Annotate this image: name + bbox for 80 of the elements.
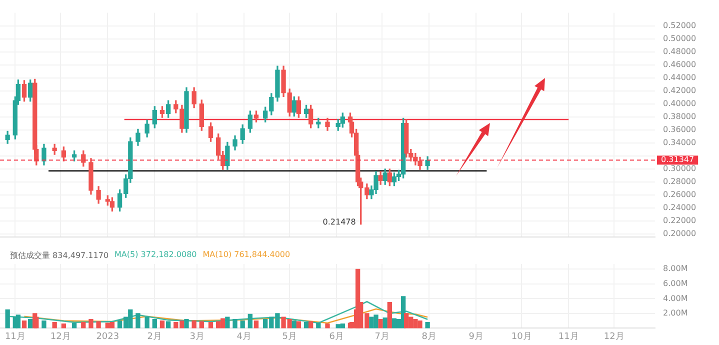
bar: [387, 302, 392, 328]
y-tick-label: 0.40000: [663, 98, 696, 108]
y-tick-label: 0.50000: [663, 34, 696, 43]
y-tick-label: 0.38000: [663, 112, 696, 121]
x-tick-label: 11月: [558, 332, 579, 342]
bar: [382, 318, 388, 328]
bar: [52, 322, 57, 328]
text: 预估成交量 834,497.1170: [10, 250, 109, 261]
bar: [152, 319, 157, 328]
bar: [110, 322, 115, 328]
x-tick-label: 5月: [282, 332, 297, 342]
bar: [160, 320, 165, 328]
bar: [248, 314, 253, 328]
y-tick-label: 0.48000: [663, 46, 696, 56]
y-tick-label: 4.00M: [663, 294, 688, 303]
bar: [404, 313, 409, 328]
bar: [392, 318, 397, 328]
bar: [340, 323, 345, 328]
bar: [325, 323, 330, 328]
y-tick-label: 0.24000: [663, 203, 696, 212]
y-tick-label: 8.00M: [663, 264, 688, 274]
x-tick-label: 2月: [147, 332, 162, 342]
bar: [136, 313, 140, 328]
bar: [28, 319, 33, 328]
bar: [199, 321, 204, 328]
x-tick-label: 3月: [190, 332, 204, 342]
bar: [61, 323, 66, 328]
bar: [166, 321, 171, 328]
bar: [232, 319, 238, 328]
y-tick-label: 6.00M: [663, 279, 688, 288]
bar: [16, 314, 21, 328]
annotation: 0.21478: [322, 217, 356, 226]
bar: [308, 321, 314, 328]
bar: [254, 320, 259, 328]
x-tick-label: 12月: [50, 332, 71, 342]
bar: [240, 320, 245, 328]
ref-line-label: 0.31347: [661, 155, 694, 164]
y-tick-label: 0.42000: [663, 86, 696, 95]
text: MA(5) 372,182.0080: [114, 250, 197, 261]
y-tick-label: 0.46000: [663, 60, 696, 69]
bar: [316, 322, 321, 328]
y-tick-label: 0.26000: [663, 190, 696, 199]
bar: [425, 322, 430, 328]
y-tick-label: 0.20000: [663, 229, 696, 238]
bar: [184, 319, 189, 328]
y-tick-label: 0.22000: [663, 216, 696, 226]
y-tick-label: 0.44000: [663, 72, 696, 82]
bar: [96, 321, 101, 328]
bar: [5, 309, 10, 328]
bar: [216, 321, 221, 328]
y-tick-label: 2.00M: [663, 308, 688, 318]
x-tick-label: 12月: [604, 332, 624, 342]
x-tick-label: 10月: [511, 332, 532, 342]
x-tick-label: 6月: [329, 332, 344, 342]
bar: [144, 316, 150, 328]
x-tick-label: 2023: [96, 332, 120, 342]
y-tick-label: 0.34000: [663, 138, 696, 147]
text: MA(10) 761,844.4000: [202, 250, 290, 261]
x-tick-label: 4月: [236, 332, 252, 342]
bar: [192, 320, 196, 328]
y-tick-label: 0.52000: [663, 20, 696, 30]
x-tick-label: 7月: [374, 332, 390, 342]
x-tick-label: 9月: [468, 332, 484, 342]
bar: [34, 316, 39, 328]
bar: [378, 319, 383, 328]
y-tick-label: 0.28000: [663, 176, 696, 186]
y-tick-label: 0.36000: [663, 124, 696, 134]
y-tick-label: 0.30000: [663, 164, 696, 173]
x-tick-label: 11月: [4, 332, 26, 342]
bar: [208, 322, 214, 328]
bar: [292, 320, 296, 328]
bar: [22, 320, 27, 328]
bar: [42, 320, 46, 328]
bar: [81, 322, 86, 328]
bar: [88, 319, 94, 328]
bar: [296, 321, 302, 328]
bar: [72, 322, 77, 328]
bar: [304, 322, 309, 328]
x-tick-label: 8月: [422, 332, 436, 342]
bar: [225, 316, 230, 328]
